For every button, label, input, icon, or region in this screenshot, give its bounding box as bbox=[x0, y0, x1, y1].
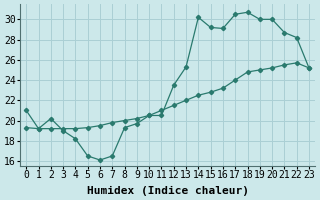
X-axis label: Humidex (Indice chaleur): Humidex (Indice chaleur) bbox=[87, 186, 249, 196]
